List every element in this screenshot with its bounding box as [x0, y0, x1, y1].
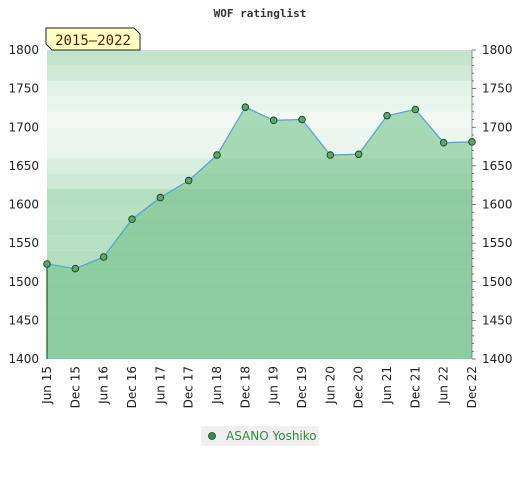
y-tick-label-right: 1700	[482, 120, 513, 134]
y-tick-label-left: 1750	[8, 82, 39, 96]
band	[47, 96, 472, 112]
x-tick-label: Dec 16	[125, 366, 139, 408]
legend-series-name: ASANO Yoshiko	[226, 429, 317, 443]
y-tick-label-right: 1500	[482, 275, 513, 289]
x-tick-label: Jun 22	[437, 366, 451, 405]
y-tick-label-right: 1800	[482, 43, 513, 57]
x-tick-label: Jun 16	[97, 366, 111, 405]
chart-title: WOF ratinglist	[214, 7, 307, 20]
range-label: 2015—2022	[55, 33, 131, 49]
data-point	[213, 151, 221, 159]
band	[47, 65, 472, 81]
x-tick-label: Dec 17	[182, 366, 196, 408]
band	[47, 50, 472, 66]
data-point	[468, 138, 476, 146]
x-tick-label: Jun 18	[210, 366, 224, 405]
data-point	[411, 105, 420, 114]
y-tick-label-left: 1800	[8, 43, 39, 57]
y-axis-right-labels: 1400 1450 1500 1550 1600 1650 1700 1750 1800	[482, 43, 513, 366]
data-point	[128, 215, 136, 223]
data-point	[184, 176, 193, 185]
y-tick-label-right: 1650	[482, 159, 513, 173]
series-line	[46, 106, 473, 270]
data-point	[298, 115, 306, 124]
legend[interactable]: ASANO Yoshiko	[201, 426, 319, 446]
data-point	[383, 111, 391, 120]
y-tick-label-left: 1550	[8, 236, 39, 250]
data-point	[269, 116, 278, 125]
series-area	[47, 107, 472, 359]
x-tick-label: Dec 21	[408, 366, 422, 408]
y-tick-label-right: 1400	[482, 352, 513, 366]
x-tick-label: Jun 21	[380, 366, 394, 405]
y-tick-label-left: 1500	[8, 275, 39, 289]
y-tick-label-left: 1400	[8, 352, 39, 366]
x-tick-label: Dec 19	[295, 366, 309, 408]
x-tick-label: Dec 20	[352, 366, 366, 408]
right-axis-ticks	[471, 49, 476, 360]
x-tick-label: Jun 19	[267, 366, 281, 405]
x-tick-label: Jun 20	[323, 366, 337, 405]
y-axis-left-labels: 1400 1450 1500 1550 1600 1650 1700 1750 1800	[8, 43, 39, 366]
y-tick-label-right: 1550	[482, 236, 513, 250]
legend-marker	[208, 432, 216, 440]
y-tick-label-right: 1450	[482, 313, 513, 327]
range-badge: 2015—2022	[45, 27, 141, 51]
data-point	[326, 151, 335, 159]
y-tick-label-left: 1650	[8, 159, 39, 173]
data-point	[354, 150, 363, 159]
data-point	[439, 138, 448, 147]
y-tick-label-left: 1450	[8, 313, 39, 327]
data-points	[43, 103, 476, 273]
data-point	[241, 103, 250, 111]
y-tick-label-left: 1700	[8, 120, 39, 134]
x-axis-labels: Jun 15 Dec 15 Jun 16 Dec 16 Jun 17 Dec 17 Jun …	[40, 366, 479, 408]
x-tick-label: Jun 15	[40, 366, 54, 405]
data-point	[43, 260, 51, 268]
band	[47, 80, 472, 97]
y-tick-label-left: 1600	[8, 198, 39, 212]
x-tick-label: Dec 22	[465, 366, 479, 408]
data-point	[99, 253, 108, 261]
x-tick-label: Dec 15	[68, 366, 82, 408]
y-tick-label-right: 1750	[482, 82, 513, 96]
y-tick-label-right: 1600	[482, 198, 513, 212]
x-tick-label: Dec 18	[238, 366, 252, 408]
data-point	[156, 193, 165, 202]
x-tick-label: Jun 17	[153, 366, 167, 405]
data-point	[71, 264, 80, 273]
